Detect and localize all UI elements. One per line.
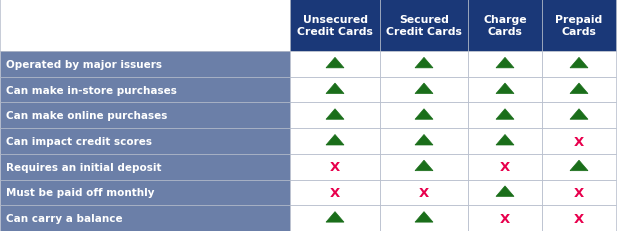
- Text: X: X: [574, 212, 584, 225]
- Polygon shape: [570, 161, 588, 171]
- Polygon shape: [326, 84, 344, 94]
- Bar: [0, 0, 290, 52]
- Text: Can impact credit scores: Can impact credit scores: [6, 137, 152, 146]
- Text: Can carry a balance: Can carry a balance: [6, 213, 123, 223]
- Polygon shape: [496, 84, 514, 94]
- Polygon shape: [326, 109, 344, 120]
- Bar: [290, 103, 380, 129]
- Text: Can make in-store purchases: Can make in-store purchases: [6, 85, 177, 95]
- Bar: [290, 77, 380, 103]
- Bar: [468, 205, 542, 231]
- Polygon shape: [415, 109, 433, 120]
- Bar: [0, 77, 290, 103]
- Text: X: X: [500, 161, 510, 173]
- Text: Requires an initial deposit: Requires an initial deposit: [6, 162, 162, 172]
- Text: Must be paid off monthly: Must be paid off monthly: [6, 188, 155, 198]
- Bar: [542, 103, 616, 129]
- Polygon shape: [570, 84, 588, 94]
- Bar: [468, 154, 542, 180]
- Bar: [542, 0, 616, 52]
- Bar: [542, 52, 616, 77]
- Bar: [542, 180, 616, 205]
- Text: X: X: [330, 186, 340, 199]
- Bar: [290, 180, 380, 205]
- Text: Charge
Cards: Charge Cards: [483, 15, 527, 37]
- Polygon shape: [570, 58, 588, 69]
- Polygon shape: [415, 58, 433, 69]
- Polygon shape: [326, 212, 344, 222]
- Bar: [542, 77, 616, 103]
- Polygon shape: [496, 58, 514, 69]
- Polygon shape: [496, 186, 514, 197]
- Polygon shape: [415, 212, 433, 222]
- Bar: [468, 129, 542, 154]
- Text: Operated by major issuers: Operated by major issuers: [6, 60, 162, 70]
- Bar: [0, 154, 290, 180]
- Text: Secured
Credit Cards: Secured Credit Cards: [386, 15, 462, 37]
- Polygon shape: [570, 109, 588, 120]
- Text: Prepaid
Cards: Prepaid Cards: [555, 15, 603, 37]
- Bar: [0, 103, 290, 129]
- Bar: [380, 154, 468, 180]
- Bar: [380, 0, 468, 52]
- Bar: [0, 205, 290, 231]
- Polygon shape: [326, 135, 344, 145]
- Text: Unsecured
Credit Cards: Unsecured Credit Cards: [297, 15, 373, 37]
- Text: Can make online purchases: Can make online purchases: [6, 111, 168, 121]
- Polygon shape: [496, 135, 514, 145]
- Bar: [542, 154, 616, 180]
- Polygon shape: [496, 109, 514, 120]
- Bar: [290, 129, 380, 154]
- Bar: [468, 77, 542, 103]
- Bar: [290, 154, 380, 180]
- Polygon shape: [415, 135, 433, 145]
- Bar: [380, 103, 468, 129]
- Text: X: X: [574, 186, 584, 199]
- Bar: [380, 129, 468, 154]
- Text: X: X: [574, 135, 584, 148]
- Bar: [0, 52, 290, 77]
- Bar: [468, 52, 542, 77]
- Text: X: X: [500, 212, 510, 225]
- Bar: [290, 205, 380, 231]
- Bar: [542, 205, 616, 231]
- Bar: [468, 103, 542, 129]
- Text: X: X: [419, 186, 429, 199]
- Bar: [380, 52, 468, 77]
- Polygon shape: [326, 58, 344, 69]
- Bar: [380, 180, 468, 205]
- Bar: [542, 129, 616, 154]
- Bar: [290, 0, 380, 52]
- Bar: [468, 180, 542, 205]
- Bar: [290, 52, 380, 77]
- Bar: [380, 77, 468, 103]
- Bar: [380, 205, 468, 231]
- Bar: [0, 180, 290, 205]
- Polygon shape: [415, 161, 433, 171]
- Bar: [468, 0, 542, 52]
- Bar: [0, 129, 290, 154]
- Text: X: X: [330, 161, 340, 173]
- Polygon shape: [415, 84, 433, 94]
